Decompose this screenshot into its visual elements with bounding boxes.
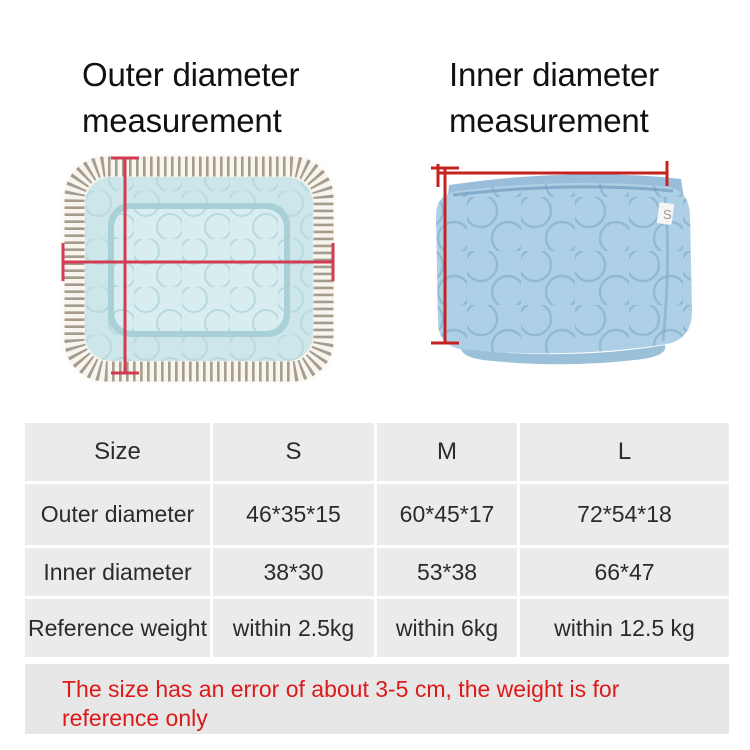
table-header-s: S [213,423,374,481]
outer-measurement-lines [61,156,335,375]
inner-heading-line2: measurement [449,102,649,139]
outer-diameter-s: 46*35*15 [213,484,374,545]
inner-bed-illustration: S [431,161,692,365]
note-line2: reference only [62,705,208,731]
outer-diameter-heading: Outer diameter measurement [82,52,299,144]
size-tag-label: S [663,207,672,222]
inner-diameter-s: 38*30 [213,548,374,596]
table-header-l: L [520,423,729,481]
table-header-size: Size [25,423,210,481]
bed-rim-stripes [63,155,335,383]
size-tag: S [656,202,675,225]
size-disclaimer-note: The size has an error of about 3-5 cm, t… [25,664,729,734]
row-label-outer-diameter: Outer diameter [25,484,210,545]
table-header-m: M [377,423,517,481]
cushion-top-seam [452,185,674,197]
reference-weight-l: within 12.5 kg [520,599,729,657]
note-line1: The size has an error of about 3-5 cm, t… [62,676,620,702]
inner-heading-line1: Inner diameter [449,56,659,93]
reference-weight-s: within 2.5kg [213,599,374,657]
inner-measurement-lines [431,161,669,345]
outer-bed-illustration [61,153,337,385]
row-label-reference-weight: Reference weight [25,599,210,657]
size-table: Size S M L Outer diameter 46*35*15 60*45… [25,423,729,657]
inner-diameter-l: 66*47 [520,548,729,596]
reference-weight-m: within 6kg [377,599,517,657]
cushion-bottom-ruffle [461,345,666,365]
outer-heading-line2: measurement [82,102,282,139]
row-label-inner-diameter: Inner diameter [25,548,210,596]
inner-diameter-heading: Inner diameter measurement [449,52,659,144]
outer-diameter-l: 72*54*18 [520,484,729,545]
outer-heading-line1: Outer diameter [82,56,300,93]
inner-diameter-m: 53*38 [377,548,517,596]
outer-diameter-m: 60*45*17 [377,484,517,545]
